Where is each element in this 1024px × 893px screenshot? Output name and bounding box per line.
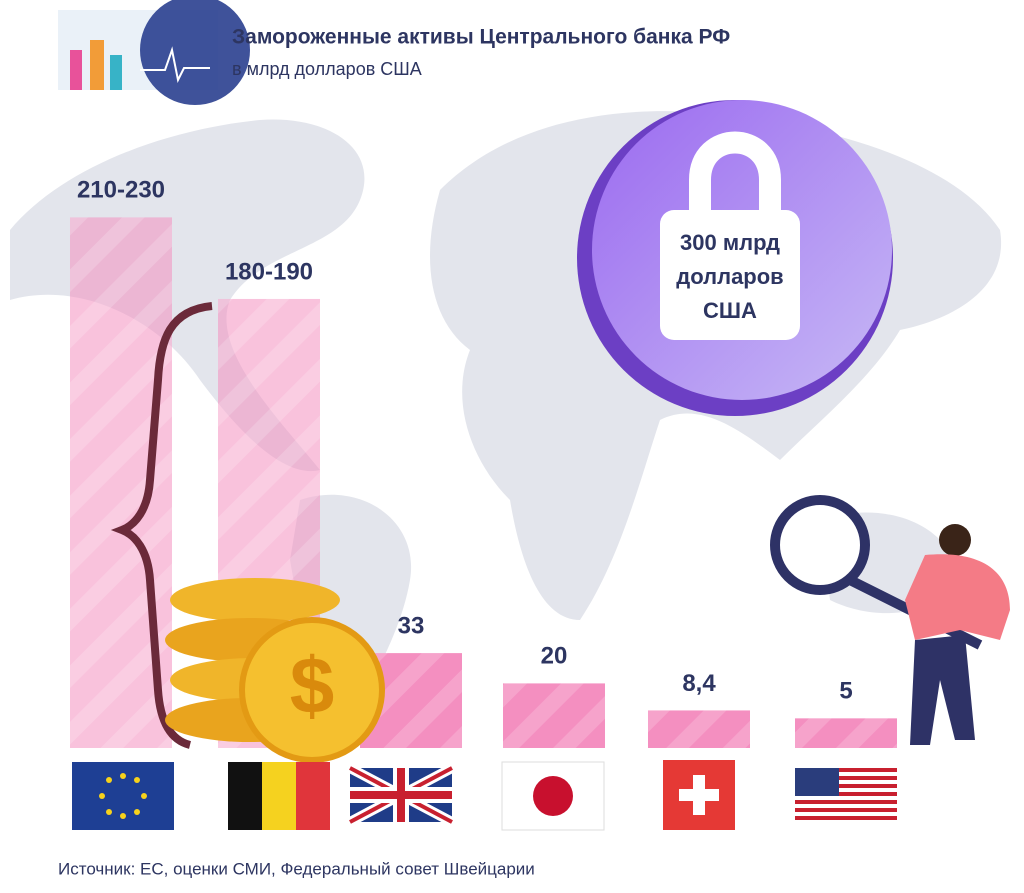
lock-badge	[577, 100, 893, 416]
value-label: 5	[839, 678, 852, 705]
logo	[58, 0, 250, 105]
brace	[110, 302, 213, 749]
value-label: 20	[541, 643, 568, 670]
value-label: 33	[398, 612, 425, 639]
value-label: 210-230	[77, 177, 165, 204]
person-illustration	[770, 495, 1010, 745]
annotation: 300 млрд	[680, 230, 780, 255]
value-label: 8,4	[682, 670, 716, 697]
svg-text:$: $	[290, 641, 335, 730]
annotation: долларов	[676, 264, 783, 289]
bar-stripes	[648, 710, 750, 748]
subtitle: в млрд долларов США	[232, 59, 422, 79]
annotation: США	[703, 298, 757, 323]
flags	[72, 760, 897, 831]
coins: $	[165, 578, 385, 763]
source: Источник: ЕС, оценки СМИ, Федеральный со…	[58, 859, 535, 878]
bar-stripes	[795, 718, 897, 748]
value-label: 180-190	[225, 258, 313, 285]
bar-stripes	[503, 683, 605, 748]
title: Замороженные активы Центрального банка Р…	[232, 26, 730, 49]
